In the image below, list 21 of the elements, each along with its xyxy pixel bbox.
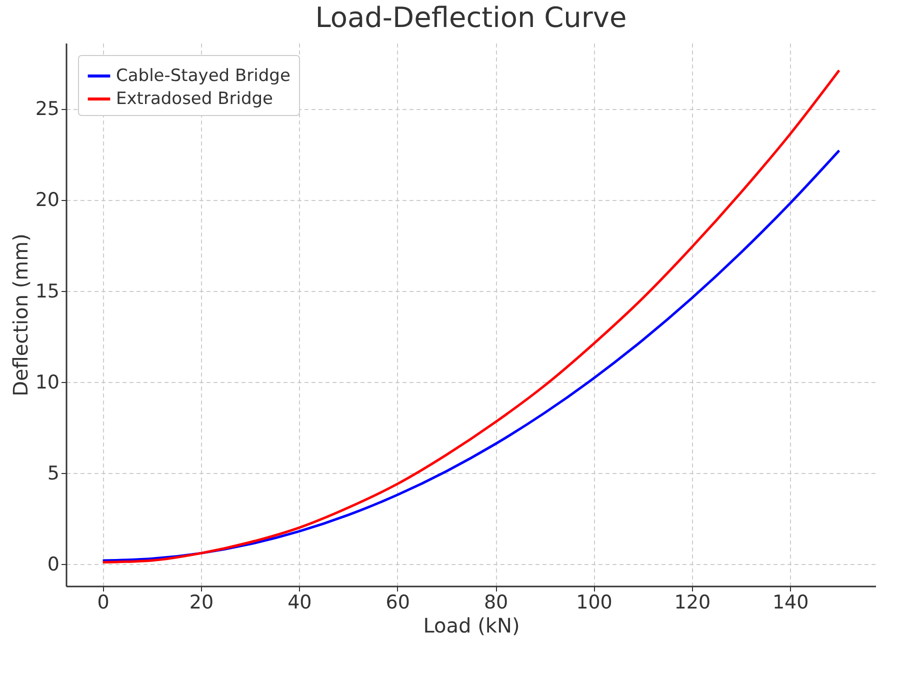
y-tick-label: 5 [47,462,60,485]
line-series [102,69,840,564]
y-axis-title: Deflection (mm) [8,234,32,396]
x-tick-label: 0 [97,592,110,614]
x-axis-title: Load (kN) [423,614,520,638]
legend-label: Cable-Stayed Bridge [116,66,290,86]
y-tick-label: 10 [35,371,60,394]
y-tick-label: 20 [35,189,60,212]
x-tick-label: 60 [386,592,410,614]
y-tick-label: 15 [35,280,60,302]
y-tick-label: 0 [47,554,60,576]
line-series [102,149,840,562]
legend-label: Extradosed Bridge [116,89,273,109]
x-tick-label: 80 [484,592,508,614]
x-tick-label: 20 [189,592,214,614]
x-tick-label: 140 [772,592,809,614]
y-tick-label: 25 [35,98,60,120]
chart-title: Load-Deflection Curve [315,1,627,34]
x-tick-label: 120 [674,592,711,614]
x-tick-label: 100 [576,592,612,614]
x-tick-label: 40 [288,592,312,614]
